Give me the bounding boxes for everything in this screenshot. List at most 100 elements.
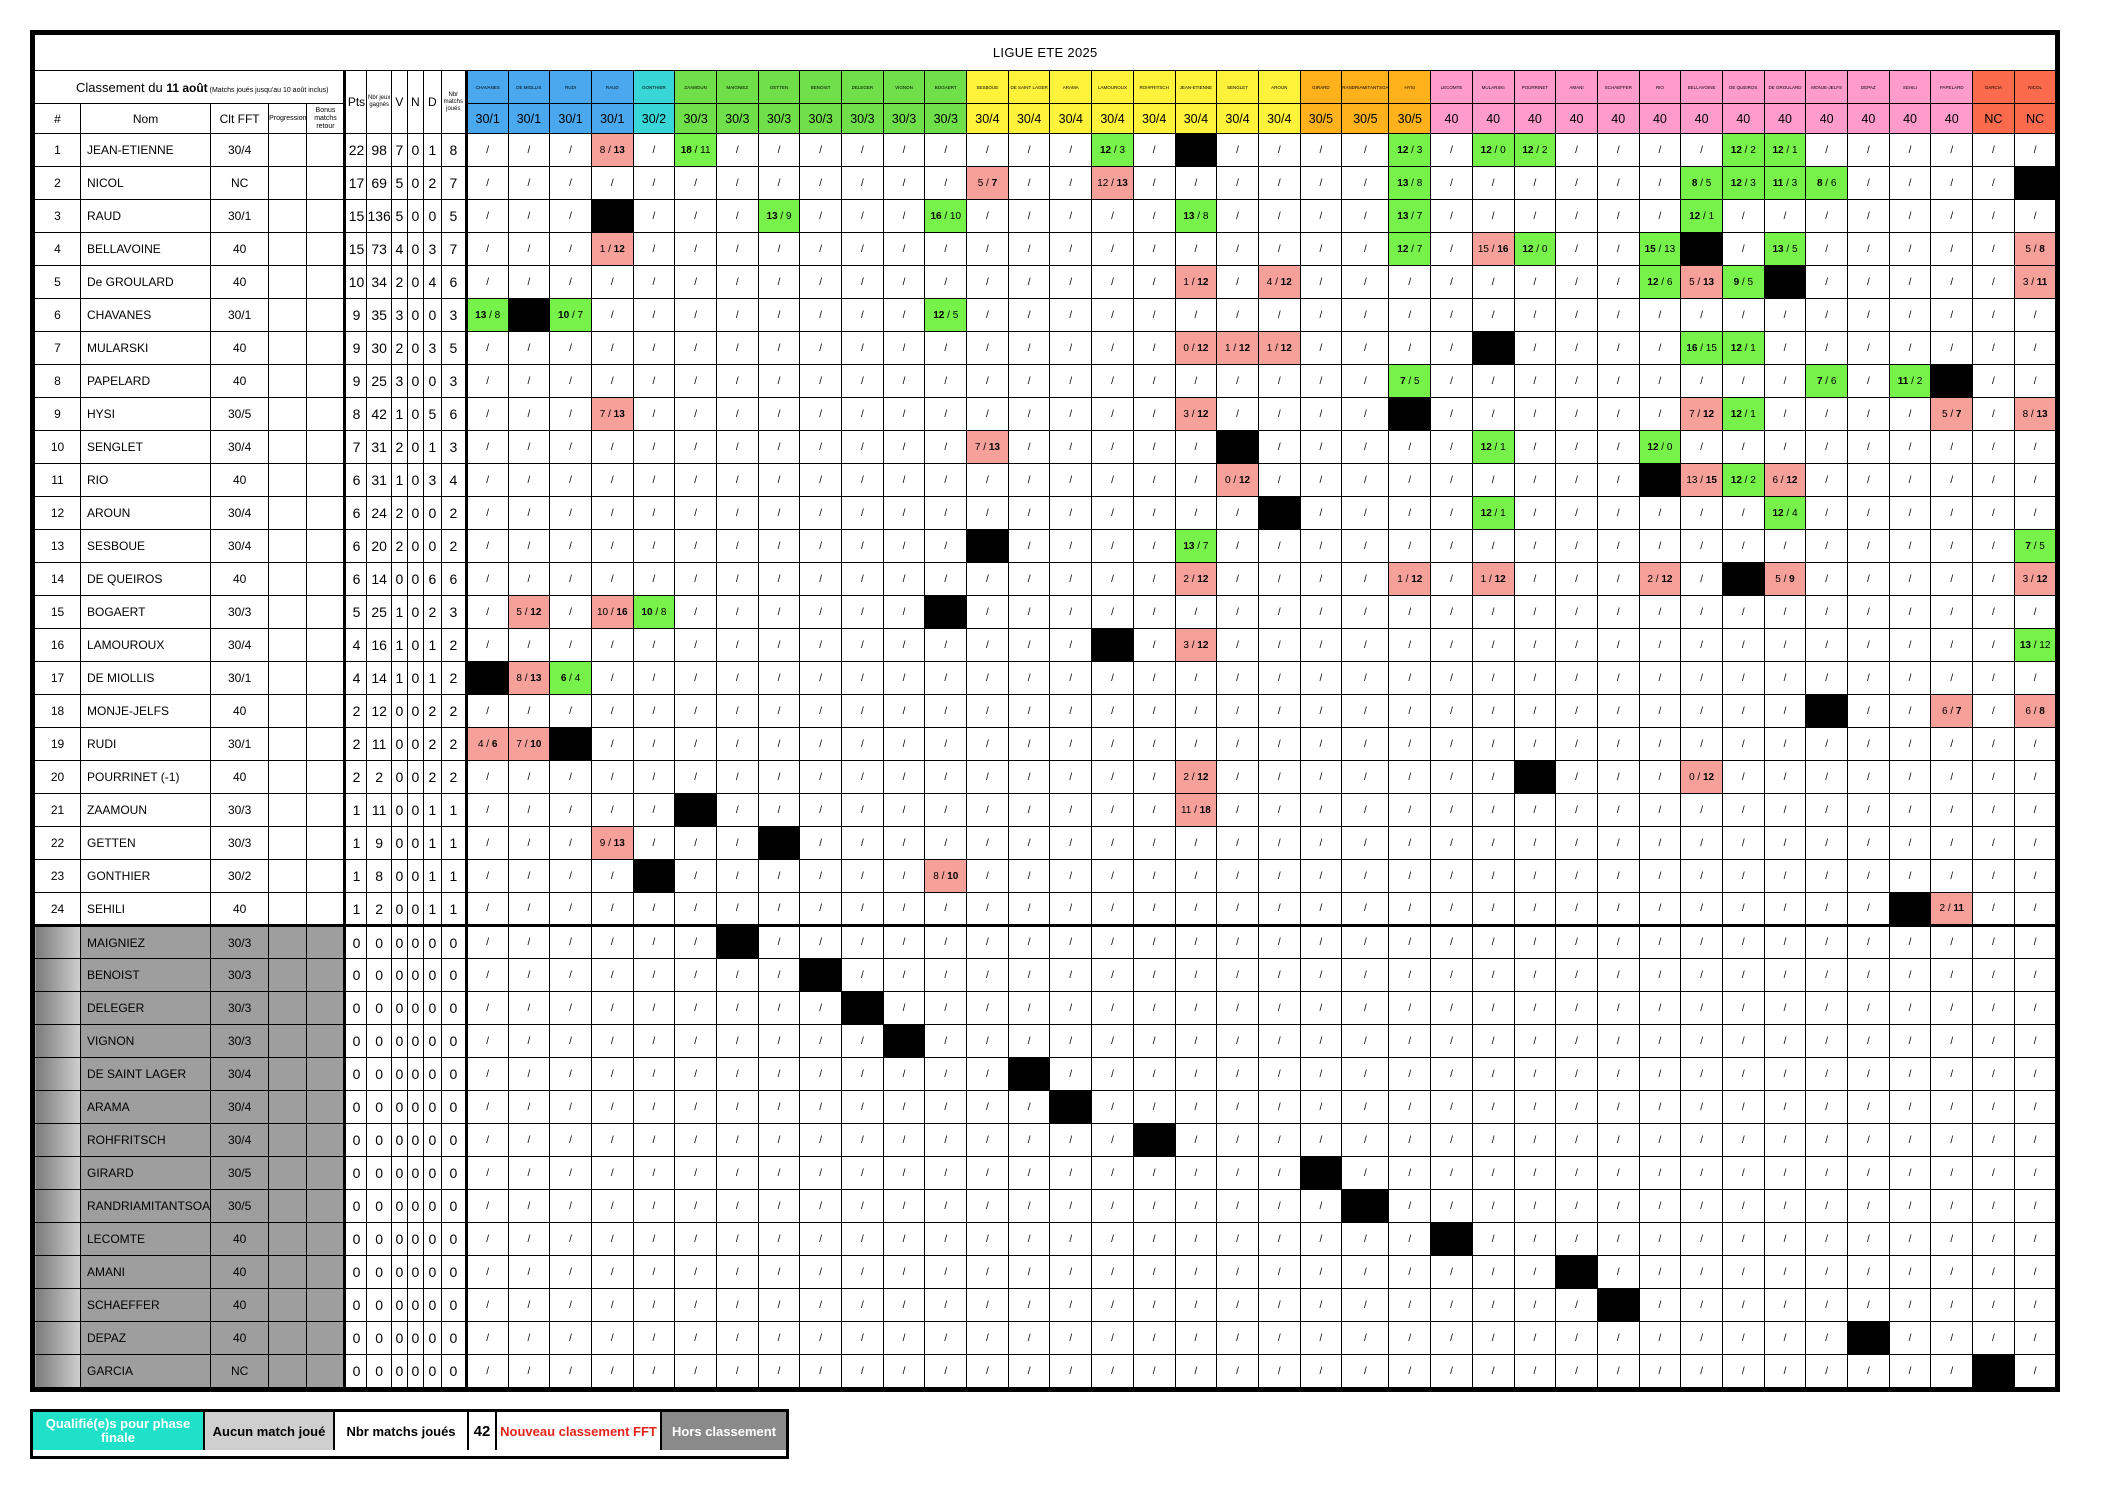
empty-match-cell: / bbox=[1638, 397, 1682, 431]
empty-match-cell: / bbox=[715, 166, 759, 200]
match-result-cell: 13 / 8 bbox=[1388, 166, 1432, 200]
empty-match-cell: / bbox=[1972, 265, 2015, 299]
empty-match-cell: / bbox=[1930, 760, 1974, 794]
empty-match-cell: / bbox=[1888, 166, 1932, 200]
empty-match-cell: / bbox=[1513, 463, 1557, 497]
empty-match-cell: / bbox=[1299, 1057, 1343, 1091]
title-row: LIGUE ETE 2025 bbox=[33, 34, 2057, 71]
empty-match-cell: / bbox=[1049, 727, 1093, 761]
empty-match-cell: / bbox=[1216, 529, 1259, 563]
player-games-won: 2 bbox=[366, 760, 392, 794]
empty-match-cell: / bbox=[1091, 859, 1134, 893]
empty-match-cell: / bbox=[2013, 1123, 2057, 1157]
opponent-name-header: BOGAERT bbox=[924, 70, 968, 104]
score-separator: / bbox=[1533, 144, 1542, 156]
empty-match-cell: / bbox=[1341, 331, 1390, 365]
empty-match-cell: / bbox=[1680, 1123, 1723, 1157]
empty-match-cell: / bbox=[1341, 1321, 1390, 1355]
score-opponent: 5 bbox=[1747, 276, 1754, 288]
empty-match-cell: / bbox=[1721, 826, 1765, 860]
player-wins: 0 bbox=[390, 1222, 408, 1256]
empty-match-cell: / bbox=[590, 430, 634, 464]
empty-match-cell: / bbox=[1513, 661, 1557, 695]
player-matches-played: 8 bbox=[440, 133, 467, 167]
empty-match-cell: / bbox=[1596, 298, 1640, 332]
match-result-cell: 12 / 2 bbox=[1721, 133, 1765, 167]
empty-match-cell: / bbox=[549, 1090, 592, 1124]
opponent-name-header: JEAN-ETIENNE bbox=[1174, 70, 1218, 104]
player-pts: 2 bbox=[343, 760, 368, 794]
score-opponent: 2 bbox=[1750, 474, 1756, 486]
score-player: 10 bbox=[558, 309, 570, 321]
player-clt: 30/3 bbox=[210, 1024, 270, 1058]
empty-match-cell: / bbox=[1680, 1024, 1723, 1058]
player-games-won: 0 bbox=[366, 1222, 392, 1256]
empty-match-cell: / bbox=[1049, 496, 1093, 530]
empty-match-cell: / bbox=[1888, 529, 1932, 563]
empty-match-cell: / bbox=[1430, 1123, 1473, 1157]
empty-match-cell: / bbox=[799, 892, 843, 927]
empty-match-cell: / bbox=[757, 364, 801, 398]
empty-match-cell: / bbox=[1471, 661, 1515, 695]
player-matches-played: 1 bbox=[440, 826, 467, 860]
score-separator: / bbox=[1822, 177, 1831, 189]
empty-match-cell: / bbox=[1471, 1123, 1515, 1157]
player-name: DE MIOLLIS bbox=[79, 661, 212, 695]
empty-match-cell: / bbox=[1555, 397, 1598, 431]
empty-match-cell: / bbox=[1972, 793, 2015, 827]
player-name: MONJE-JELFS bbox=[79, 694, 212, 728]
empty-match-cell: / bbox=[715, 1057, 759, 1091]
score-opponent: 12 bbox=[1197, 276, 1209, 288]
match-result-cell: 2 / 12 bbox=[1174, 760, 1218, 794]
score-opponent: 12 bbox=[1197, 573, 1209, 585]
score-separator: / bbox=[2030, 540, 2040, 552]
empty-match-cell: / bbox=[1847, 265, 1890, 299]
empty-match-cell: / bbox=[841, 1057, 884, 1091]
empty-match-cell: / bbox=[507, 1288, 551, 1322]
match-result-cell: 3 / 12 bbox=[1174, 628, 1218, 662]
empty-match-cell: / bbox=[507, 1123, 551, 1157]
empty-match-cell: / bbox=[632, 727, 676, 761]
match-result-cell: 12 / 3 bbox=[1091, 133, 1134, 167]
empty-match-cell: / bbox=[1007, 727, 1051, 761]
player-pts: 0 bbox=[343, 1057, 368, 1091]
score-separator: / bbox=[1741, 144, 1751, 156]
empty-match-cell: / bbox=[1091, 793, 1134, 827]
empty-match-cell: / bbox=[1049, 958, 1093, 992]
player-rank bbox=[34, 1354, 81, 1388]
empty-match-cell: / bbox=[1888, 199, 1932, 233]
player-draws: 0 bbox=[406, 991, 424, 1025]
empty-match-cell: / bbox=[1596, 1189, 1640, 1223]
match-result-cell: 8 / 10 bbox=[924, 859, 968, 893]
empty-match-cell: / bbox=[799, 727, 843, 761]
empty-match-cell: / bbox=[1388, 760, 1432, 794]
empty-match-cell: / bbox=[841, 1189, 884, 1223]
empty-match-cell: / bbox=[549, 1288, 592, 1322]
empty-match-cell: / bbox=[715, 958, 759, 992]
empty-match-cell: / bbox=[1388, 661, 1432, 695]
empty-match-cell: / bbox=[1091, 892, 1134, 927]
match-result-cell: 12 / 3 bbox=[1388, 133, 1432, 167]
empty-match-cell: / bbox=[1513, 1090, 1557, 1124]
empty-match-cell: / bbox=[924, 925, 968, 959]
empty-match-cell: / bbox=[1596, 628, 1640, 662]
empty-match-cell: / bbox=[549, 760, 592, 794]
player-pts: 0 bbox=[343, 1189, 368, 1223]
empty-match-cell: / bbox=[966, 661, 1009, 695]
opponent-class-header: 40 bbox=[1430, 103, 1473, 134]
empty-match-cell: / bbox=[966, 1288, 1009, 1322]
player-clt: 30/5 bbox=[210, 1156, 270, 1190]
empty-match-cell: / bbox=[841, 628, 884, 662]
empty-match-cell: / bbox=[1638, 1123, 1682, 1157]
empty-match-cell: / bbox=[1888, 826, 1932, 860]
score-separator: / bbox=[1778, 474, 1787, 486]
empty-match-cell: / bbox=[507, 166, 551, 200]
empty-match-cell: / bbox=[882, 991, 926, 1025]
score-player: 8 bbox=[2022, 408, 2029, 420]
empty-match-cell: / bbox=[1216, 232, 1259, 266]
empty-match-cell: / bbox=[1888, 1255, 1932, 1289]
empty-match-cell: / bbox=[1257, 1255, 1301, 1289]
empty-match-cell: / bbox=[1471, 1255, 1515, 1289]
player-progression bbox=[268, 397, 308, 431]
empty-match-cell: / bbox=[1680, 298, 1723, 332]
